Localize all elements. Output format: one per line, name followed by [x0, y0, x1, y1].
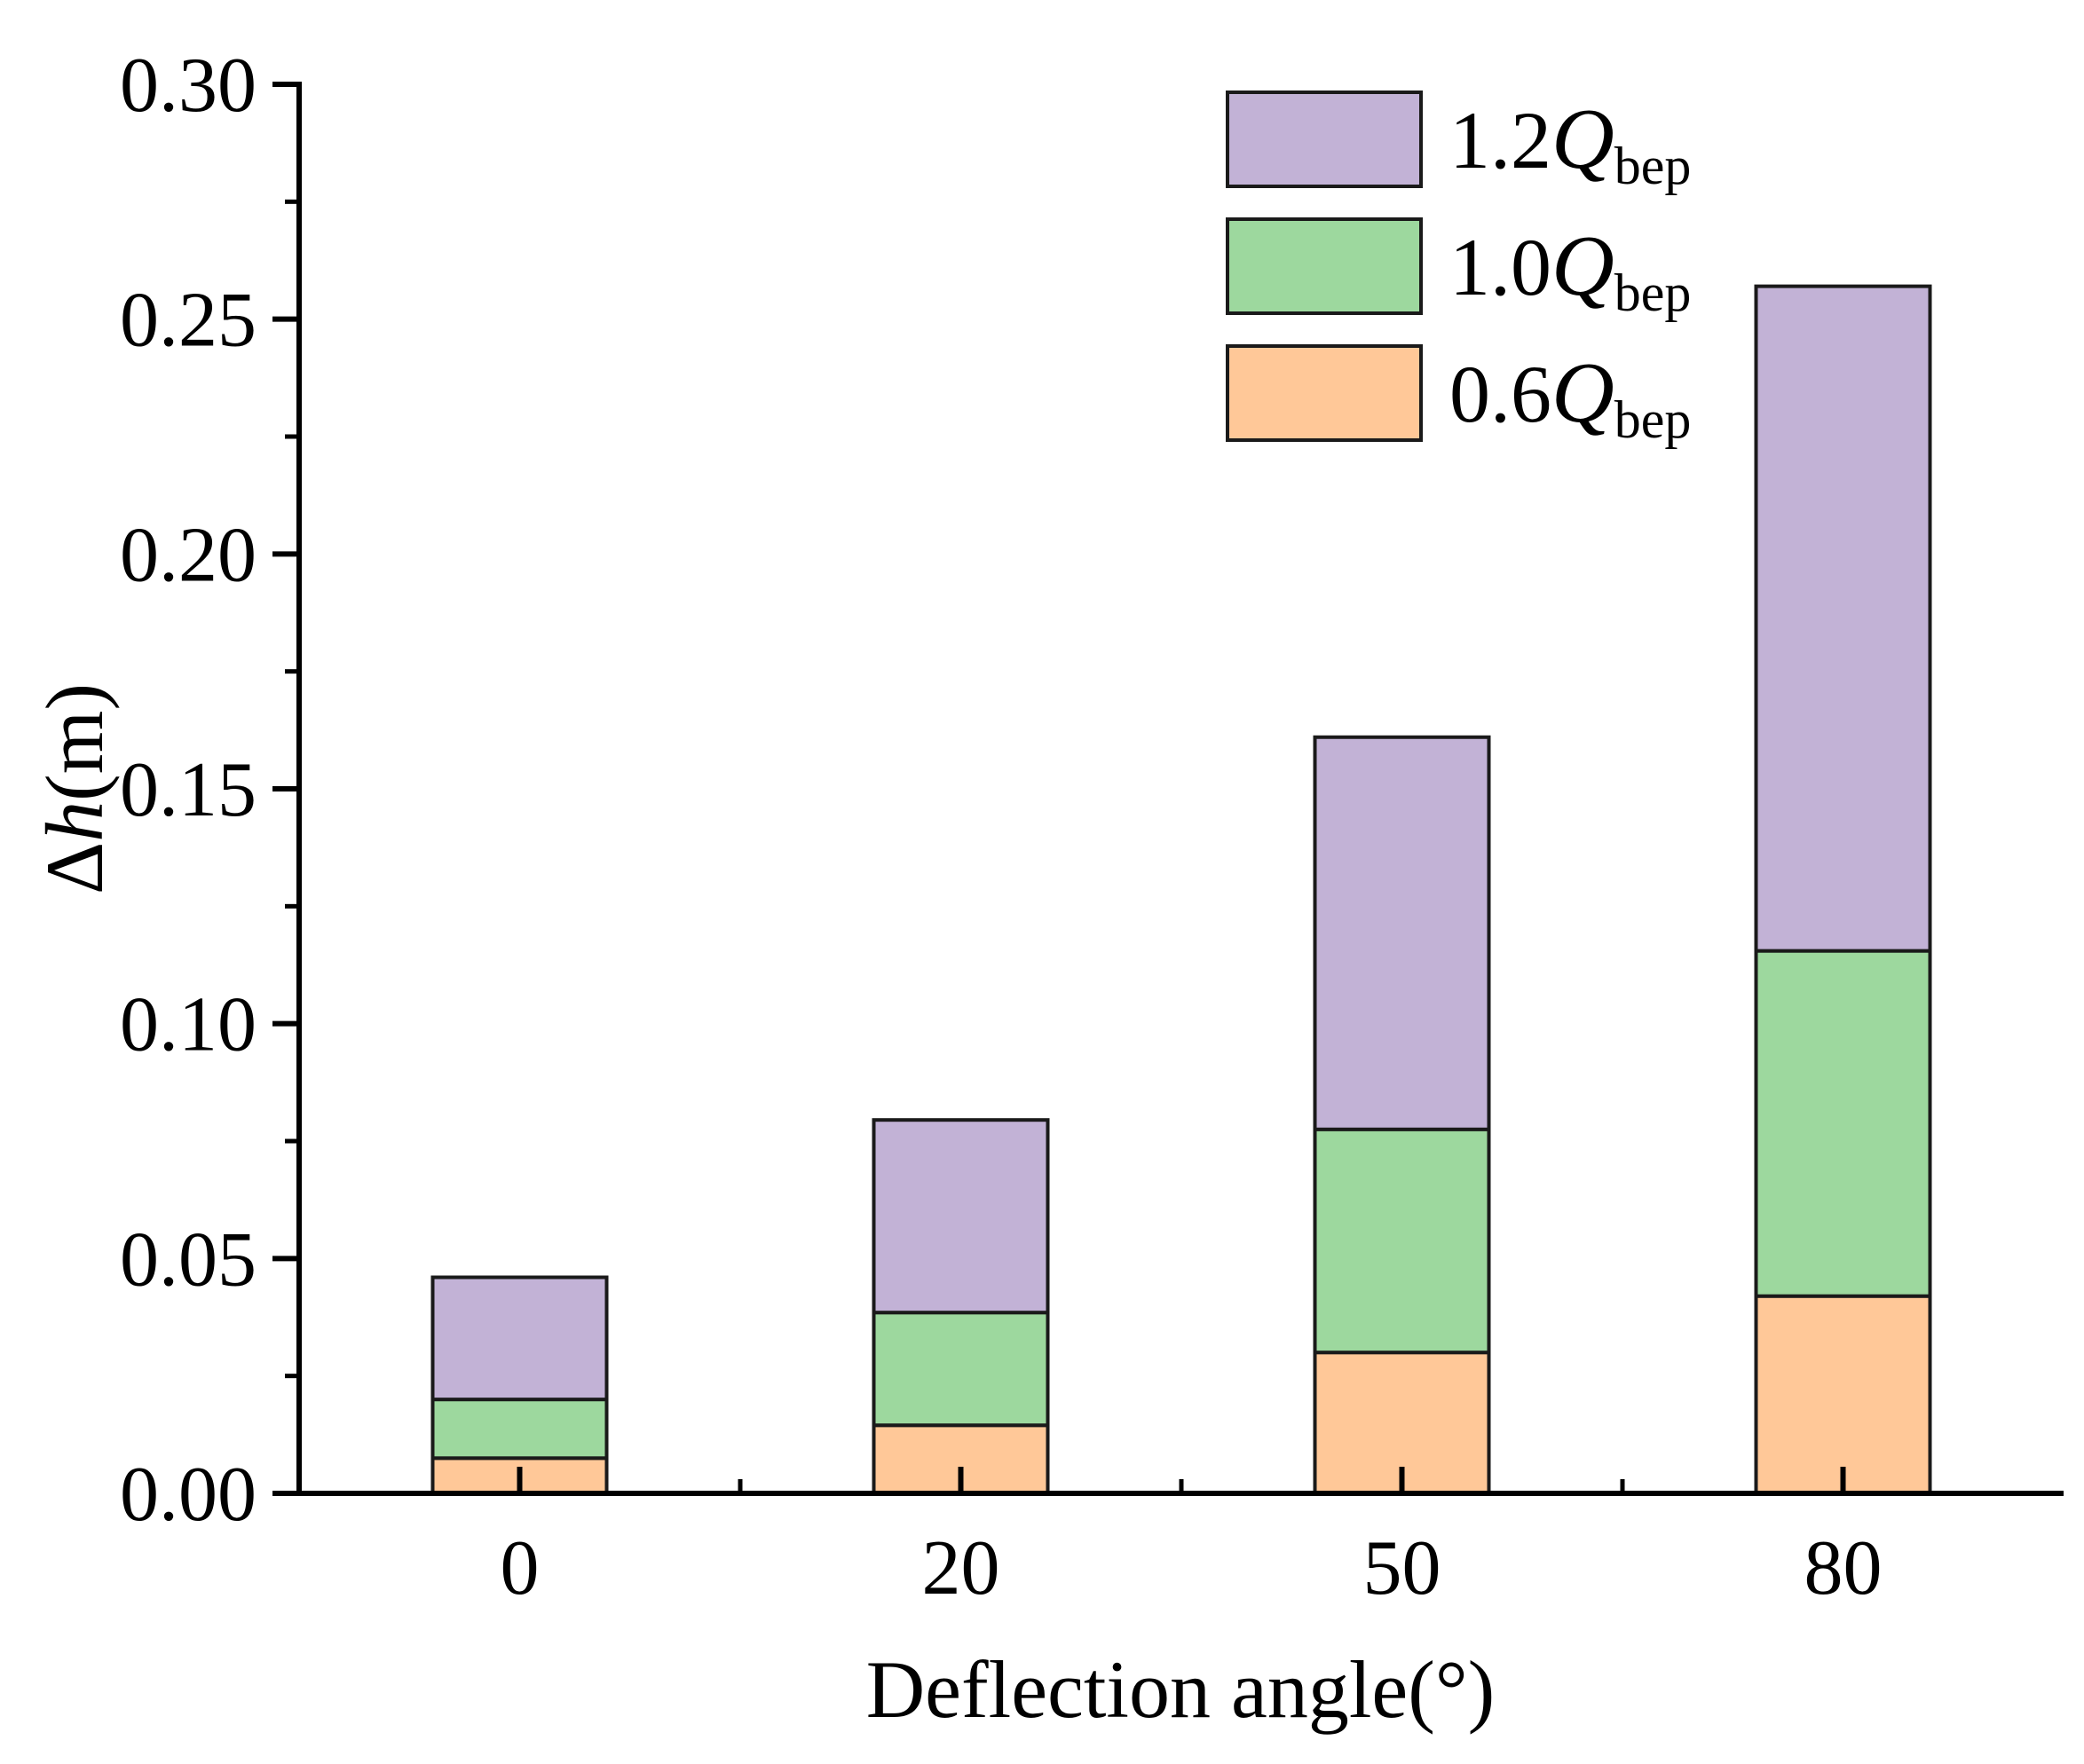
y-axis-title-delta: Δ — [29, 842, 120, 894]
y-tick-label: 0.15 — [120, 747, 257, 833]
y-axis-title: Δh(m) — [29, 683, 120, 894]
bar-segment-1-2-50 — [1313, 735, 1491, 1131]
y-tick-label: 0.00 — [120, 1452, 257, 1538]
x-axis-title: Deflection angle(°) — [866, 1644, 1496, 1735]
bar-segment-1-2-20 — [872, 1118, 1050, 1315]
bar-segment-1-0-50 — [1313, 1127, 1491, 1355]
y-tick-label: 0.20 — [120, 512, 257, 598]
bar-segment-0-6-80 — [1754, 1294, 1932, 1496]
legend-swatch-1-2 — [1226, 91, 1423, 188]
bar-segment-1-2-80 — [1754, 284, 1932, 953]
x-tick-label: 0 — [501, 1525, 540, 1611]
legend-label-1-0: 1.0Qbep — [1449, 218, 1691, 322]
legend-label-1-2: 1.2Qbep — [1449, 91, 1691, 195]
bars-group — [430, 284, 1932, 1496]
legend-swatch-1-0 — [1226, 217, 1423, 315]
x-tick-label: 50 — [1363, 1525, 1441, 1611]
y-axis-title-unit: (m) — [29, 683, 120, 801]
x-tick-label: 20 — [922, 1525, 1000, 1611]
y-axis-title-variable: h — [29, 801, 120, 842]
y-tick-label: 0.30 — [120, 43, 257, 129]
bar-segment-1-0-0 — [430, 1398, 609, 1461]
bar-segment-1-2-0 — [430, 1275, 609, 1402]
y-tick-label: 0.05 — [120, 1217, 257, 1303]
ticks-group: 0.00 0.05 0.10 0.15 0.20 0.25 0.30 0 20 50 80 — [120, 43, 1883, 1611]
legend-swatch-0-6 — [1226, 344, 1423, 442]
bar-segment-1-0-20 — [872, 1311, 1050, 1428]
bar-segment-1-0-80 — [1754, 949, 1932, 1298]
x-tick-label: 80 — [1804, 1525, 1883, 1611]
legend-label-0-6: 0.6Qbep — [1449, 345, 1691, 449]
legend: 1.2Qbep 1.0Qbep 0.6Qbep — [1226, 91, 1691, 449]
y-tick-label: 0.10 — [120, 982, 257, 1068]
y-tick-label: 0.25 — [120, 278, 257, 364]
